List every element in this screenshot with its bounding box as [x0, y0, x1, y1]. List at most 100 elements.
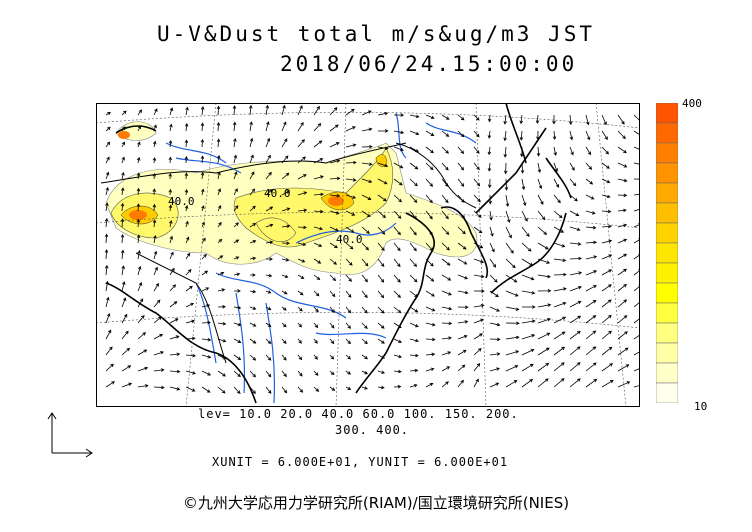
wind-arrow: [121, 126, 126, 132]
wind-arrow: [393, 338, 402, 343]
wind-arrow: [329, 107, 338, 116]
wind-arrow: [201, 270, 209, 276]
wind-arrow: [329, 258, 337, 265]
wind-arrow: [185, 386, 196, 392]
wind-arrow: [201, 303, 211, 308]
wind-arrow: [313, 158, 324, 164]
wind-arrow: [393, 162, 404, 169]
wind-arrow: [185, 353, 196, 358]
wind-arrow: [265, 386, 272, 394]
wind-arrow: [585, 285, 597, 292]
wind-arrow: [201, 253, 207, 260]
wind-arrow: [585, 270, 598, 276]
wind-arrow: [617, 315, 628, 324]
wind-arrow: [441, 336, 452, 340]
wind-arrow: [297, 258, 306, 263]
wind-arrow: [521, 210, 528, 222]
wind-arrow: [409, 353, 419, 358]
wind-arrow: [553, 146, 557, 156]
wind-arrow: [503, 114, 507, 125]
wind-arrow: [153, 316, 162, 324]
wind-arrow: [329, 193, 341, 198]
wind-arrow: [505, 210, 511, 223]
wind-arrow: [249, 386, 256, 395]
wind-arrow: [169, 352, 181, 357]
wind-arrow: [505, 350, 520, 356]
wind-arrow: [377, 290, 385, 299]
wind-arrow: [521, 348, 535, 356]
wind-arrow: [473, 274, 485, 279]
wind-arrow: [425, 146, 434, 154]
wind-arrow: [200, 122, 205, 132]
wind-arrow: [601, 130, 608, 141]
wind-arrow: [617, 268, 627, 276]
wind-arrow: [297, 386, 304, 393]
wind-arrow: [633, 130, 640, 136]
colorbar-segment: [655, 202, 679, 224]
wind-arrow: [152, 203, 157, 212]
wind-arrow: [489, 290, 499, 298]
wind-arrow: [313, 105, 320, 116]
wind-arrow: [297, 338, 302, 344]
wind-arrow: [393, 258, 401, 268]
wind-arrow: [633, 114, 640, 123]
wind-arrow: [521, 305, 536, 309]
wind-arrow: [441, 351, 452, 356]
wind-arrow: [185, 236, 190, 244]
wind-arrow: [617, 208, 627, 213]
wind-arrow: [153, 333, 164, 340]
wind-arrow: [457, 320, 469, 324]
wind-arrow: [489, 258, 497, 268]
wind-arrow: [281, 241, 290, 245]
wind-arrow: [457, 334, 468, 340]
wind-arrow: [313, 306, 319, 313]
wind-arrow: [617, 331, 628, 340]
wind-arrow: [521, 290, 536, 295]
wind-arrow: [345, 338, 351, 345]
wind-arrow: [537, 178, 543, 190]
wind-arrow: [329, 159, 341, 164]
wind-arrow: [553, 301, 567, 308]
wind-arrow: [537, 289, 552, 293]
wind-arrow: [297, 174, 307, 180]
wind-arrow: [487, 162, 492, 172]
wind-arrow: [121, 265, 125, 276]
colorbar-segment: [655, 142, 679, 164]
wind-arrow: [441, 130, 450, 137]
wind-arrow: [585, 130, 591, 141]
wind-arrow: [345, 178, 357, 182]
wind-arrow: [536, 146, 541, 157]
wind-arrow: [617, 223, 628, 228]
wind-arrow: [121, 156, 125, 164]
colorbar-segment: [655, 282, 679, 304]
wind-arrow: [537, 332, 551, 340]
wind-arrow: [216, 105, 221, 116]
wind-arrow: [217, 221, 222, 228]
wind-arrow: [441, 258, 451, 266]
wind-arrow: [120, 202, 125, 212]
wind-arrow: [233, 154, 238, 164]
wind-arrow: [249, 154, 254, 164]
wind-arrow: [441, 366, 451, 372]
wind-arrow: [505, 274, 518, 283]
colorbar-segment: [655, 322, 679, 344]
wind-arrow: [265, 137, 271, 148]
wind-arrow: [137, 141, 141, 148]
wind-arrow: [137, 314, 145, 324]
wind-arrow: [503, 130, 507, 142]
wind-arrow: [200, 155, 205, 164]
wind-arrow: [617, 178, 628, 183]
wind-arrow: [489, 367, 500, 372]
wind-arrow: [473, 210, 482, 218]
wind-arrow: [505, 380, 518, 388]
wind-arrow: [617, 253, 628, 260]
wind-arrow: [521, 226, 530, 237]
wind-arrow: [553, 362, 565, 372]
wind-arrow: [281, 138, 288, 148]
wind-arrow: [521, 178, 526, 191]
wind-arrow: [169, 107, 174, 116]
wind-arrow: [361, 258, 369, 267]
wind-arrow: [249, 205, 256, 212]
wind-arrow: [487, 114, 492, 123]
wind-arrow: [601, 380, 614, 388]
